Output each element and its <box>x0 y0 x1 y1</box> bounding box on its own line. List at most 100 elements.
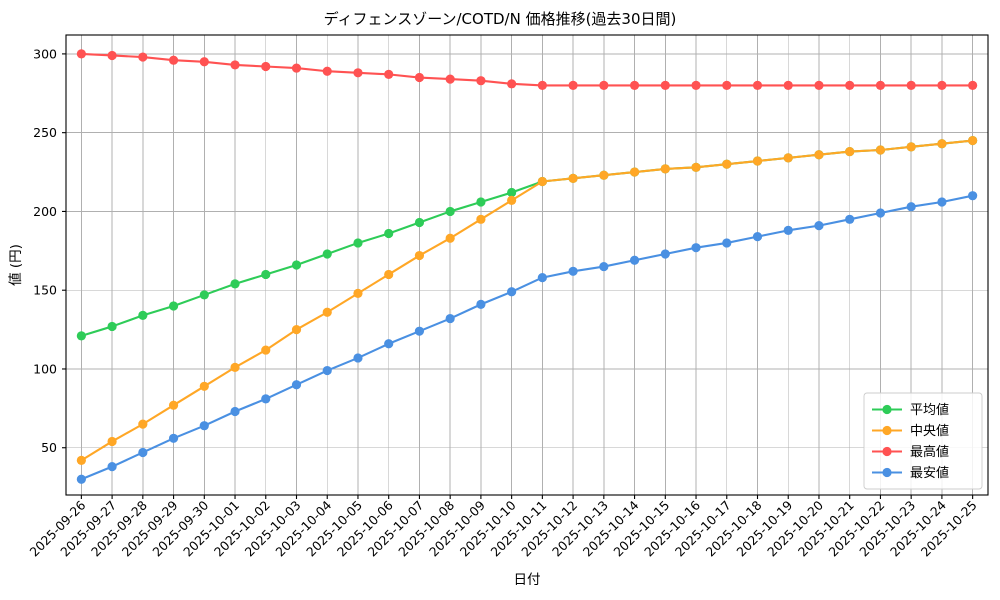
data-point-marker <box>199 290 209 300</box>
data-point-marker <box>107 50 117 61</box>
data-point-marker <box>230 406 240 417</box>
data-point-marker <box>291 324 302 335</box>
data-point-marker <box>783 153 793 163</box>
data-point-marker <box>168 433 179 443</box>
data-point-marker <box>476 197 486 207</box>
data-point-marker <box>814 80 824 91</box>
data-point-marker <box>138 52 148 62</box>
legend-item-2[interactable]: 中央値 <box>872 423 949 439</box>
data-point-marker <box>691 243 701 253</box>
y-tick-label: 50 <box>41 440 57 455</box>
data-point-marker <box>906 142 916 152</box>
data-point-marker <box>414 217 425 228</box>
data-point-marker <box>722 80 732 91</box>
data-point-marker <box>291 380 302 390</box>
data-point-marker <box>906 80 916 91</box>
data-point-marker <box>752 232 763 242</box>
data-point-marker <box>199 57 209 67</box>
data-point-marker <box>968 191 978 201</box>
data-point-marker <box>76 474 86 484</box>
data-point-marker <box>507 79 517 89</box>
y-tick-label: 100 <box>33 361 57 376</box>
data-series-group <box>76 49 978 484</box>
data-point-marker <box>906 202 916 212</box>
data-point-marker <box>968 135 978 146</box>
data-point-marker <box>168 301 179 311</box>
data-point-marker <box>476 76 486 86</box>
data-point-marker <box>599 170 609 180</box>
data-point-marker <box>691 162 701 172</box>
data-point-marker <box>752 156 763 166</box>
data-point-marker <box>691 80 701 91</box>
data-point-marker <box>414 326 425 336</box>
data-point-marker <box>937 197 947 207</box>
series-3 <box>76 49 978 91</box>
data-point-marker <box>384 228 394 239</box>
data-point-marker <box>752 80 763 91</box>
data-point-marker <box>138 310 148 321</box>
data-point-marker <box>660 249 670 259</box>
data-point-marker <box>568 266 578 276</box>
data-point-marker <box>845 146 855 157</box>
data-point-marker <box>168 55 179 65</box>
data-point-marker <box>599 80 609 91</box>
legend-marker <box>882 467 892 478</box>
data-point-marker <box>199 381 209 391</box>
y-tick-label: 250 <box>33 125 57 140</box>
series-line <box>80 52 974 87</box>
data-point-marker <box>629 167 640 177</box>
data-point-marker <box>875 208 886 218</box>
data-point-marker <box>138 447 148 458</box>
data-point-marker <box>968 80 978 91</box>
series-2 <box>76 135 978 465</box>
data-point-marker <box>291 260 302 270</box>
data-point-marker <box>261 61 271 72</box>
series-line <box>80 139 974 462</box>
data-point-marker <box>414 250 425 261</box>
data-point-marker <box>384 339 394 349</box>
legend-item-3[interactable]: 最高値 <box>872 444 949 460</box>
data-point-marker <box>722 238 732 248</box>
data-point-marker <box>322 365 332 376</box>
plot-area-border <box>65 34 989 496</box>
data-point-marker <box>168 400 179 410</box>
data-point-marker <box>814 150 824 160</box>
data-point-marker <box>353 353 363 363</box>
legend-marker <box>882 446 892 457</box>
data-point-marker <box>230 279 240 289</box>
data-point-marker <box>322 249 332 259</box>
data-point-marker <box>783 80 793 91</box>
data-point-marker <box>660 164 670 174</box>
data-point-marker <box>507 187 517 198</box>
y-axis-label: 値 (円) <box>8 244 24 286</box>
series-4 <box>76 191 978 484</box>
data-point-marker <box>76 331 86 341</box>
data-point-marker <box>445 313 455 324</box>
legend-label: 最高値 <box>910 444 949 460</box>
legend-item-1[interactable]: 平均値 <box>872 402 949 418</box>
data-point-marker <box>138 419 148 429</box>
legend-marker <box>882 404 892 415</box>
data-point-marker <box>537 80 547 91</box>
legend-item-4[interactable]: 最安値 <box>872 465 949 481</box>
data-point-marker <box>384 269 394 280</box>
data-point-marker <box>875 80 886 91</box>
x-axis-label: 日付 <box>514 572 541 588</box>
data-point-marker <box>322 307 332 317</box>
data-point-marker <box>414 72 425 83</box>
data-point-marker <box>537 273 547 283</box>
data-point-marker <box>445 206 455 217</box>
data-point-marker <box>845 214 855 224</box>
data-point-marker <box>353 68 363 78</box>
legend-label: 最安値 <box>910 465 949 481</box>
data-point-marker <box>76 49 86 59</box>
chart-title: ディフェンスゾーン/COTD/N 価格推移(過去30日間) <box>324 10 677 28</box>
data-point-marker <box>107 462 117 472</box>
data-point-marker <box>107 436 117 447</box>
data-point-marker <box>722 159 732 169</box>
legend-marker <box>882 425 892 436</box>
data-point-marker <box>537 176 547 187</box>
